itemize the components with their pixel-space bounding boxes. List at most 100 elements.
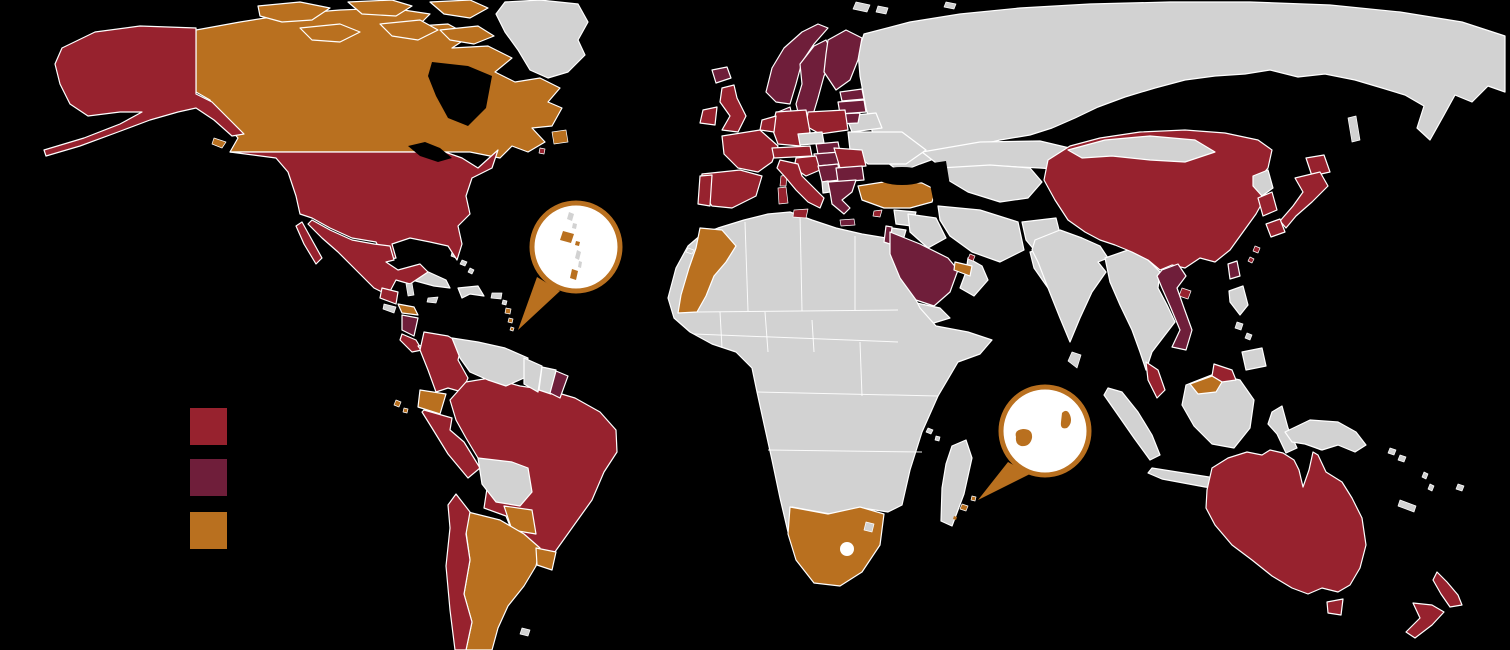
country-norway xyxy=(765,23,829,105)
water-great-lakes xyxy=(408,142,452,162)
island-reunion-map xyxy=(959,503,969,512)
japan-hokkaido xyxy=(1305,154,1331,177)
island-crete xyxy=(839,218,856,227)
nz-south-island xyxy=(1405,602,1445,639)
island-sulawesi xyxy=(1267,405,1298,454)
country-finland xyxy=(823,29,863,91)
legend xyxy=(190,408,227,549)
antilles-island-gray-4 xyxy=(578,261,582,268)
water-hudson-bay xyxy=(428,62,492,126)
malaysia-peninsular xyxy=(1145,361,1166,399)
island-svalbard xyxy=(852,1,871,13)
island-puerto-rico xyxy=(490,292,503,300)
country-sri-lanka xyxy=(1067,351,1082,369)
legend-swatch-red xyxy=(190,408,227,445)
antilles-island-martinique xyxy=(570,269,578,280)
state-alaska xyxy=(43,25,245,157)
island-falklands xyxy=(519,627,531,637)
africa-border-sahara xyxy=(696,309,899,313)
region-benelux xyxy=(759,115,777,133)
country-china xyxy=(1043,129,1273,271)
layer-africa-highlights xyxy=(677,227,977,587)
layer-water xyxy=(408,62,952,204)
country-saudi-arabia xyxy=(889,231,959,307)
country-taiwan xyxy=(1227,260,1241,280)
country-guatemala xyxy=(379,287,399,305)
legend-swatch-maroon xyxy=(190,459,227,496)
africa-border-westafrica-2 xyxy=(764,311,769,353)
island-mindanao xyxy=(1241,347,1267,371)
nz-north-island xyxy=(1432,571,1463,608)
island-hispaniola xyxy=(457,285,485,299)
country-uruguay xyxy=(535,547,557,571)
country-portugal xyxy=(697,174,713,207)
country-mongolia xyxy=(1067,135,1216,163)
country-south-africa xyxy=(787,506,885,587)
layer-europe xyxy=(697,23,867,227)
country-bulgaria xyxy=(835,165,865,183)
country-ireland xyxy=(699,106,718,126)
africa-border-sahel xyxy=(693,333,899,343)
country-honduras xyxy=(397,303,419,316)
africa-border-algeria xyxy=(744,221,749,312)
island-tasmania xyxy=(1326,598,1344,616)
country-australia xyxy=(1205,449,1367,595)
country-iraq xyxy=(907,213,947,249)
country-mexico xyxy=(307,219,429,296)
island-newfoundland xyxy=(551,129,569,145)
country-ecuador xyxy=(417,389,447,415)
canada-arctic-island-5 xyxy=(379,19,439,41)
country-vietnam xyxy=(1156,263,1193,351)
country-lesotho xyxy=(840,542,854,556)
island-visayas-2 xyxy=(1244,332,1253,341)
country-estonia xyxy=(839,88,865,102)
island-vanuatu xyxy=(1421,471,1429,480)
island-solomons-2 xyxy=(1397,454,1407,463)
island-galapagos-1 xyxy=(393,399,402,408)
country-iran xyxy=(937,205,1025,263)
country-north-korea xyxy=(1252,169,1274,197)
callout-antilles-circle xyxy=(529,200,623,294)
antilles-island-guadeloupe xyxy=(560,231,574,243)
africa-border-libya xyxy=(799,213,803,312)
country-costa-rica xyxy=(399,333,423,353)
layer-east-asia xyxy=(1043,129,1331,399)
antilles-island-gray-2 xyxy=(572,223,577,229)
country-romania xyxy=(833,147,867,169)
island-lesser-antilles-2 xyxy=(507,317,514,324)
territory-french-guiana xyxy=(549,370,569,399)
canada-arctic-island-4 xyxy=(429,0,489,19)
island-luzon-philippines xyxy=(1228,285,1249,316)
island-bahamas-2 xyxy=(459,259,468,267)
island-galapagos-2 xyxy=(402,407,409,414)
africa-border-equator xyxy=(756,391,939,397)
country-chile xyxy=(445,493,473,650)
country-india xyxy=(1031,229,1109,343)
japan-kyushu xyxy=(1265,218,1286,238)
island-new-guinea xyxy=(1284,419,1367,453)
island-saint-pierre xyxy=(538,147,546,155)
callout-antilles-pointer xyxy=(518,277,560,330)
island-canary xyxy=(685,247,695,255)
africa-border-south xyxy=(767,449,923,453)
canada-arctic-island-1 xyxy=(257,1,331,23)
africa-border-westafrica-1 xyxy=(719,311,723,349)
country-guyana xyxy=(523,357,543,393)
island-indian-ocean-dot xyxy=(953,516,957,520)
callout-mauritius-reunion xyxy=(978,384,1092,500)
island-sakhalin xyxy=(1347,115,1361,143)
island-sardinia xyxy=(777,186,789,205)
canada-arctic-island-6 xyxy=(439,25,495,45)
island-svalbard-2 xyxy=(875,5,889,15)
country-sweden xyxy=(795,39,835,121)
legend-swatch-orange xyxy=(190,512,227,549)
island-visayas xyxy=(1234,321,1244,331)
country-russia xyxy=(857,1,1506,173)
island-fiji xyxy=(1455,483,1465,492)
canada-arctic-island-2 xyxy=(347,0,413,17)
antilles-island-orange-small xyxy=(575,241,580,246)
island-sicily xyxy=(792,208,809,219)
layer-middle-east xyxy=(857,180,976,307)
japan-honshu xyxy=(1279,171,1329,229)
